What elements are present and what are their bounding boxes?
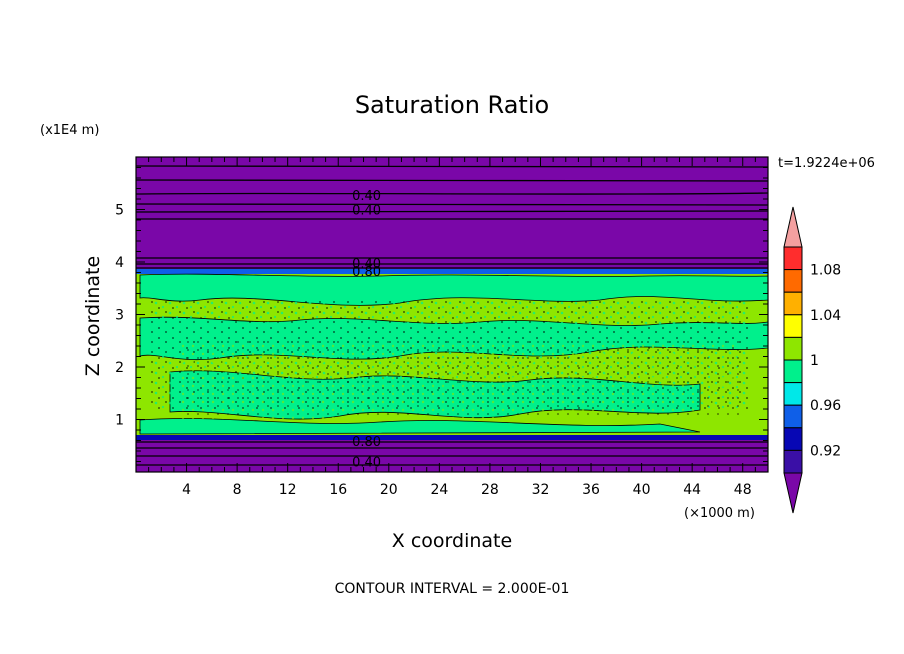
contour-label: 0.40 (352, 456, 381, 471)
colorbar-label: 1 (810, 353, 819, 369)
y-tick-label: 5 (115, 203, 124, 219)
y-axis-label: Z coordinate (82, 256, 104, 376)
x-tick-label: 8 (233, 482, 242, 498)
colorbar-swatch (783, 336, 803, 361)
plot-field (136, 157, 768, 472)
colorbar-label: 0.92 (810, 443, 841, 459)
x-tick-label: 28 (481, 482, 499, 498)
colorbar-bottom-arrow (783, 472, 803, 514)
contour-label: 0.80 (352, 265, 381, 280)
contour-label: 0.40 (352, 257, 381, 272)
colorbar-swatch (783, 359, 803, 384)
x-axis-ticks: 4 8 12 16 20 24 28 32 36 40 44 48 (148, 157, 756, 498)
chart-title: Saturation Ratio (355, 91, 549, 119)
x-tick-label: 40 (633, 482, 651, 498)
colorbar-top-arrow (783, 206, 803, 248)
colorbar-label: 1.04 (810, 308, 841, 324)
contour-labels: 0.400.400.400.800.800.40 (352, 189, 381, 471)
colorbar-label: 0.96 (810, 398, 841, 414)
x-axis-label: X coordinate (392, 530, 512, 552)
transition-band-top (136, 269, 768, 274)
y-unit-label: (x1E4 m) (40, 123, 99, 138)
colorbar: 0.92 0.96 1 1.04 1.08 (783, 206, 841, 514)
colorbar-swatch (783, 246, 803, 271)
x-tick-label: 48 (734, 482, 752, 498)
colorbar-label: 1.08 (810, 263, 841, 279)
x-tick-label: 4 (182, 482, 191, 498)
upper-dry-layer (136, 157, 768, 272)
time-label: t=1.9224e+06 (778, 156, 875, 171)
colorbar-swatch (783, 449, 803, 474)
contour-label: 0.40 (352, 204, 381, 219)
x-tick-label: 36 (582, 482, 600, 498)
x-unit-label: (×1000 m) (684, 506, 755, 521)
contour-label: 0.80 (352, 435, 381, 450)
colorbar-swatch (783, 269, 803, 293)
y-tick-label: 3 (115, 308, 124, 324)
noise-texture-b (180, 340, 740, 420)
y-tick-label: 1 (115, 413, 124, 429)
transition-band-bottom (136, 435, 768, 440)
x-tick-label: 24 (430, 482, 448, 498)
colorbar-swatch (783, 404, 803, 429)
x-tick-label: 44 (683, 482, 701, 498)
x-tick-label: 20 (380, 482, 398, 498)
colorbar-swatch (783, 314, 803, 338)
isolines (136, 165, 768, 466)
y-axis-ticks: 1 2 3 4 5 (115, 167, 768, 462)
contour-interval-footer: CONTOUR INTERVAL = 2.000E-01 (335, 581, 570, 597)
contour-label: 0.40 (352, 189, 381, 204)
x-tick-label: 12 (279, 482, 297, 498)
colorbar-swatch (783, 427, 803, 451)
x-tick-label: 32 (532, 482, 550, 498)
colorbar-swatch (783, 291, 803, 316)
y-tick-label: 2 (115, 360, 124, 376)
colorbar-swatch (783, 382, 803, 406)
x-tick-label: 16 (329, 482, 347, 498)
y-tick-label: 4 (115, 255, 124, 271)
